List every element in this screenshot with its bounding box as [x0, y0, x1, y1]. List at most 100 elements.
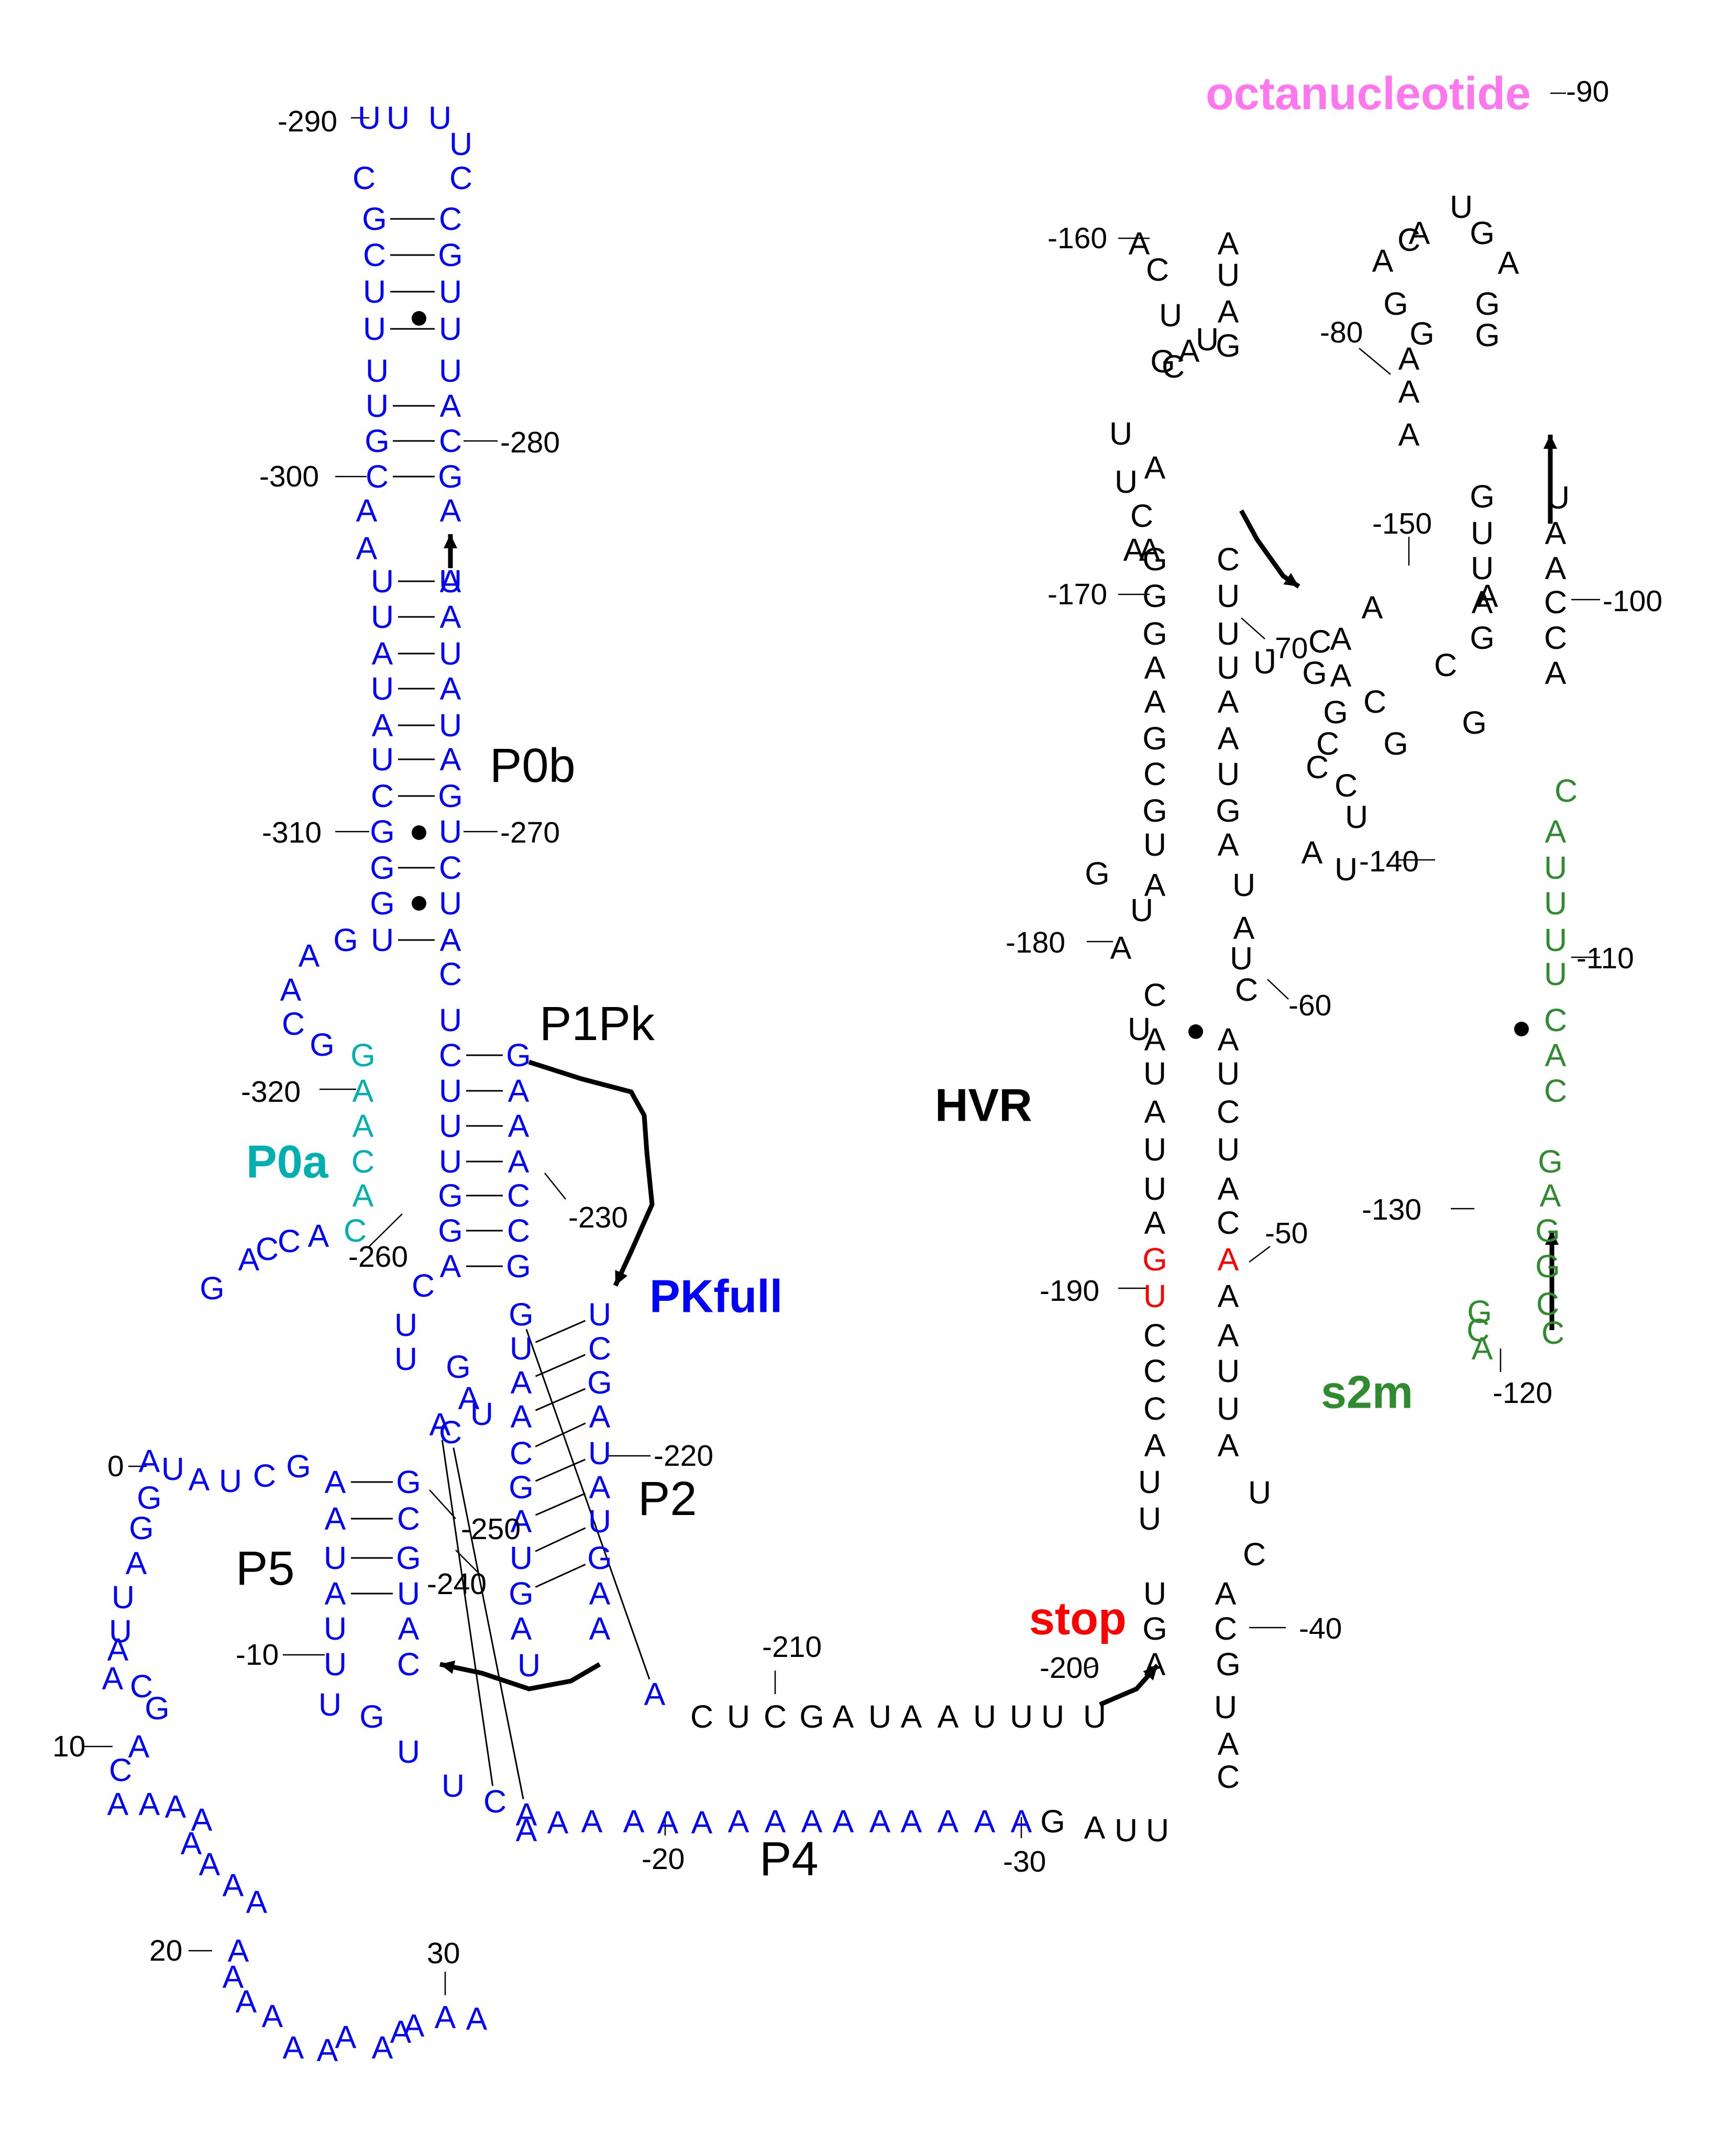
nucleotide: A [398, 1611, 420, 1646]
nucleotide: A [191, 1802, 213, 1838]
number-tick [1267, 979, 1289, 1000]
nucleotide: U [1217, 578, 1240, 614]
nucleotide: C [1363, 684, 1386, 720]
position-number: -20 [642, 1842, 685, 1876]
nucleotide: C [1217, 1205, 1240, 1241]
nucleotide: U [324, 1611, 347, 1646]
nucleotide: A [1218, 1428, 1239, 1463]
nucleotide: A [352, 1073, 374, 1109]
nucleotide: G [350, 1037, 375, 1073]
nucleotide: G [1475, 286, 1499, 322]
nucleotide: U [517, 1648, 541, 1683]
nucleotide: G [1470, 620, 1494, 656]
position-number: -60 [1288, 989, 1331, 1022]
nucleotide: C [690, 1699, 713, 1734]
nucleotide: A [1409, 215, 1430, 251]
nucleotide: U [363, 274, 386, 309]
nucleotide: G [1216, 793, 1240, 828]
nucleotide: G [446, 1349, 470, 1385]
position-number: 30 [427, 1937, 460, 1970]
nucleotide: A [1540, 1178, 1561, 1213]
nucleotide: C [1130, 498, 1153, 534]
nucleotide: A [1144, 1428, 1166, 1463]
label-p5: P5 [236, 1542, 295, 1595]
position-number: -280 [500, 426, 560, 459]
nucleotide: G [365, 423, 389, 459]
base-pair-line [535, 1527, 586, 1552]
position-number: -200 [1040, 1651, 1099, 1685]
base-pair-line [535, 1492, 586, 1516]
wobble-pair-dot [412, 896, 426, 911]
nucleotide: U [1143, 1278, 1166, 1314]
nucleotide: U [1146, 1812, 1169, 1848]
nucleotide: U [397, 1576, 420, 1611]
nucleotide: U [371, 922, 394, 958]
nucleotide: U [394, 1341, 417, 1377]
number-tick [455, 1550, 482, 1577]
nucleotide: U [868, 1699, 891, 1734]
nucleotide: A [246, 1884, 268, 1920]
position-number: -300 [259, 460, 319, 493]
nucleotide: A [1302, 835, 1323, 870]
nucleotide: U [1471, 550, 1494, 586]
nucleotide: C [439, 201, 462, 237]
nucleotide: U [439, 1144, 462, 1179]
number-tick [1086, 1664, 1098, 1669]
backbone-arrowhead [1543, 435, 1558, 449]
nucleotide: C [256, 1231, 279, 1267]
nucleotide: U [727, 1699, 750, 1734]
nucleotide: U [1115, 464, 1138, 500]
nucleotide: U [1217, 1391, 1240, 1427]
nucleotide: U [366, 388, 389, 424]
nucleotide: A [1398, 341, 1420, 377]
nucleotide: C [253, 1458, 276, 1494]
nucleotide: C [1306, 749, 1329, 785]
base-pair-line [535, 1320, 586, 1343]
nucleotide: A [107, 1786, 129, 1822]
nucleotide: A [1477, 578, 1498, 614]
number-tick [1359, 348, 1391, 375]
position-number: -230 [568, 1201, 628, 1234]
nucleotide: U [109, 1613, 132, 1649]
nucleotide: A [765, 1804, 786, 1839]
nucleotide: U [1115, 1812, 1138, 1848]
nucleotide: U [439, 636, 462, 671]
nucleotide: U [366, 353, 389, 389]
structure-labels: P0b P0a P1Pk PKfull P2 P5 P4 HVR stop s2… [236, 68, 1531, 1886]
nucleotide: U [470, 1396, 493, 1432]
nucleotide: C [439, 850, 462, 886]
nucleotide: G [1142, 793, 1167, 828]
nucleotide: A [440, 671, 461, 706]
position-number: -120 [1493, 1376, 1552, 1410]
nucleotide: U [1130, 892, 1153, 928]
nucleotide: C [1316, 726, 1339, 761]
nucleotide: G [1085, 856, 1109, 891]
base-pair-line [453, 1447, 524, 1799]
nucleotide: U [1138, 1501, 1161, 1536]
number-tick [544, 1173, 566, 1200]
nucleotide: A [236, 1984, 257, 2019]
nucleotide: C [371, 778, 394, 814]
nucleotide: A [1398, 417, 1420, 452]
position-number: -180 [1006, 926, 1065, 959]
number-tick [369, 1213, 403, 1247]
nucleotide: C [363, 237, 386, 273]
nucleotide: C [588, 1331, 611, 1366]
nucleotide: U [397, 1734, 420, 1770]
wobble-pair-dot [412, 825, 426, 840]
nucleotide: A [1129, 226, 1150, 261]
nucleotide: U [358, 100, 381, 136]
nucleotide: A [1144, 450, 1166, 485]
nucleotide: C [1544, 1073, 1567, 1109]
label-stop: stop [1029, 1593, 1127, 1644]
nucleotide: U [1253, 645, 1276, 680]
nucleotide: G [1142, 1611, 1167, 1646]
nucleotide: U [1143, 827, 1166, 863]
nucleotide: A [1215, 1576, 1237, 1611]
nucleotide: A [126, 1545, 147, 1581]
nucleotide: G [1462, 705, 1486, 740]
backbone-arrow [528, 1059, 655, 1287]
nucleotide: C [109, 1752, 132, 1788]
base-pair-line [535, 1354, 586, 1377]
label-p2: P2 [638, 1472, 697, 1525]
